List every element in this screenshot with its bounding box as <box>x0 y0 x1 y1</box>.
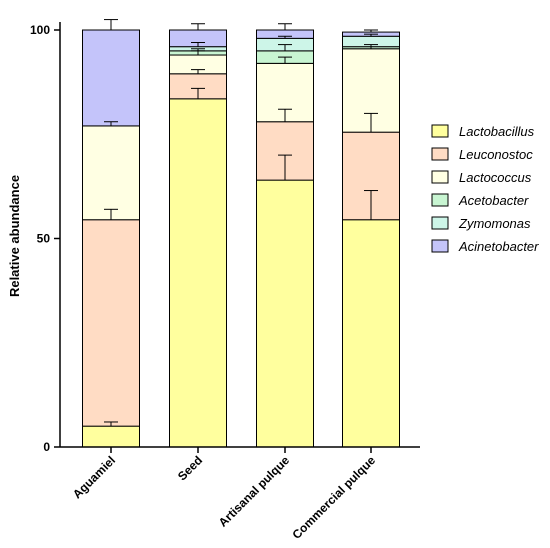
bar-segment-aguamiel-leuconostoc <box>82 219 140 427</box>
y-ticks: 0 50 100 <box>30 23 60 454</box>
legend-label-zymomonas: Zymomonas <box>458 216 531 231</box>
category-label-aguamiel: Aguamiel <box>70 453 118 501</box>
legend-label-acetobacter: Acetobacter <box>458 193 529 208</box>
category-label-artisanal-pulque: Artisanal pulque <box>216 453 293 530</box>
bar-segment-seed-lactobacillus <box>169 98 227 448</box>
axes-layer <box>59 22 420 448</box>
y-tick-label-50: 50 <box>37 232 51 246</box>
bar-segment-artisanal-pulque-lactobacillus <box>256 179 314 448</box>
y-tick-label-0: 0 <box>43 440 50 454</box>
y-axis-title: Relative abundance <box>7 175 22 297</box>
legend-swatch-acinetobacter <box>431 239 449 253</box>
category-label-commercial-pulque: Commercial pulque <box>289 453 378 542</box>
legend-swatch-lactobacillus <box>431 124 449 138</box>
legend-label-lactobacillus: Lactobacillus <box>459 124 535 139</box>
bar-segment-aguamiel-acinetobacter <box>82 29 140 127</box>
bars-layer <box>82 29 400 448</box>
bar-segment-aguamiel-lactobacillus <box>82 425 140 448</box>
legend-label-leuconostoc: Leuconostoc <box>459 147 533 162</box>
legend-label-acinetobacter: Acinetobacter <box>458 239 539 254</box>
legend-swatch-leuconostoc <box>431 147 449 161</box>
bar-segment-commercial-pulque-leuconostoc <box>342 131 400 221</box>
legend: Lactobacillus Leuconostoc Lactococcus Aceto… <box>431 124 539 254</box>
legend-label-lactococcus: Lactococcus <box>459 170 532 185</box>
legend-swatch-zymomonas <box>431 216 449 230</box>
legend-swatch-lactococcus <box>431 170 449 184</box>
y-tick-label-100: 100 <box>30 23 50 37</box>
error-bars-layer <box>104 19 378 427</box>
bar-segment-commercial-pulque-lactobacillus <box>342 219 400 448</box>
category-label-seed: Seed <box>175 453 205 483</box>
legend-swatch-acetobacter <box>431 193 449 207</box>
bar-segment-aguamiel-lactococcus <box>82 125 140 221</box>
